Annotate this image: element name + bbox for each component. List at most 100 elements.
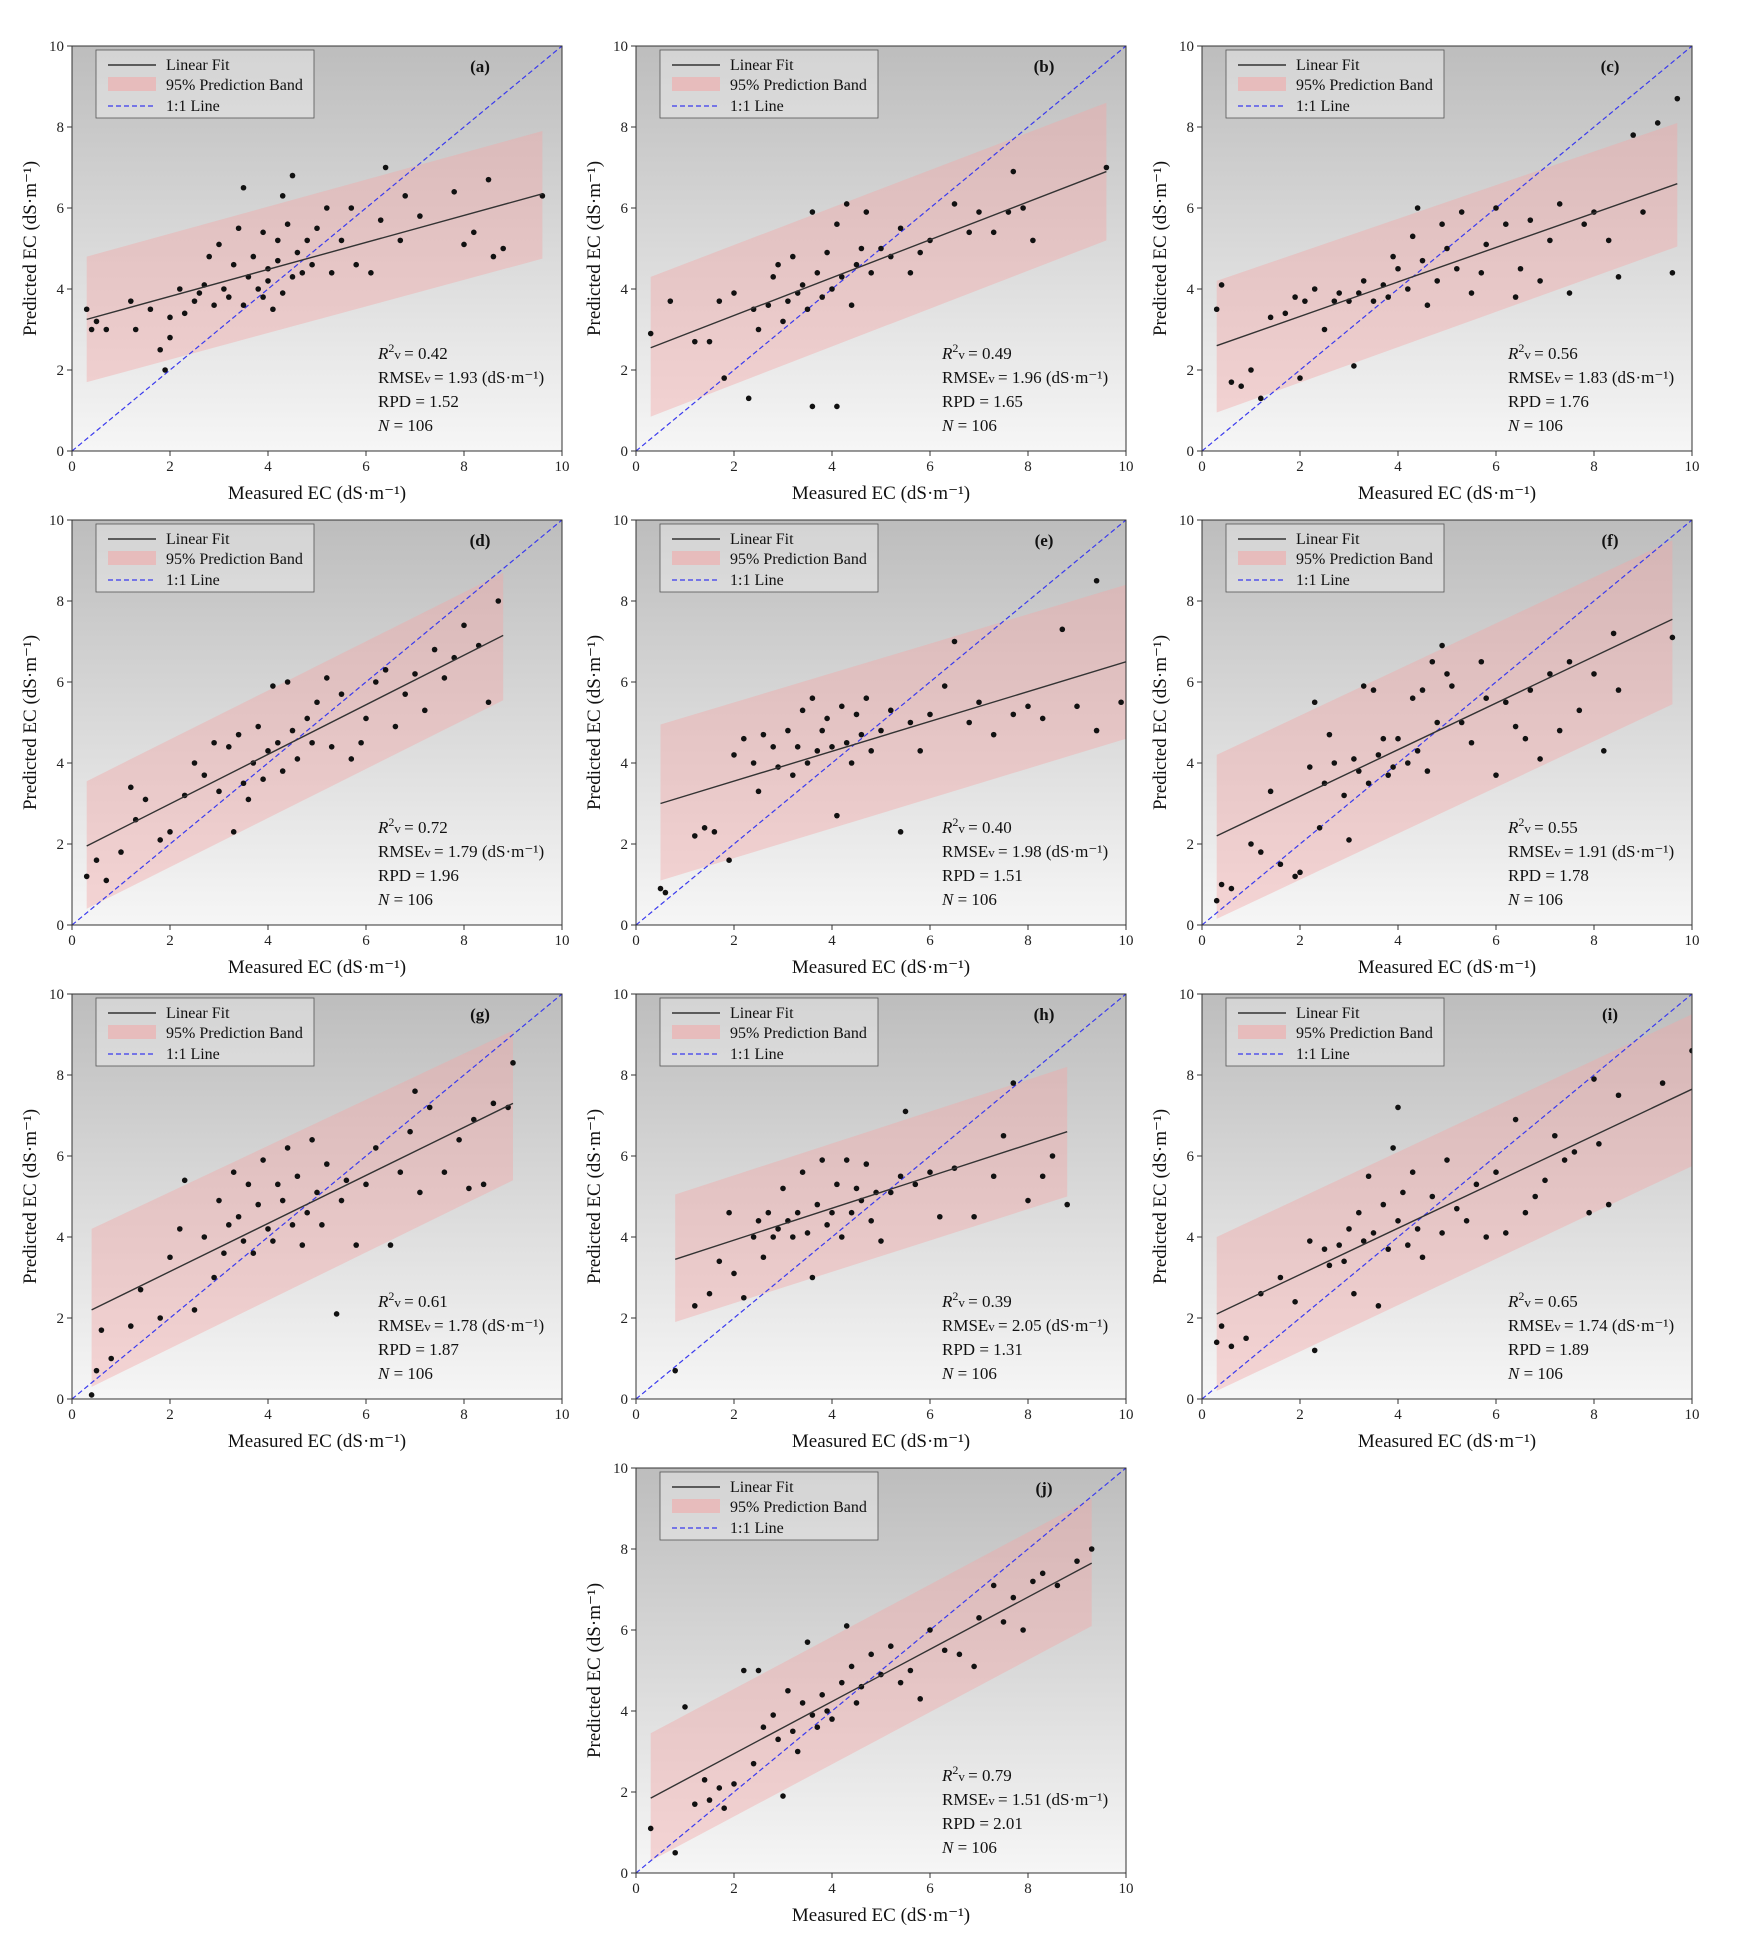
x-tick-label: 6 bbox=[1492, 933, 1500, 949]
data-point bbox=[382, 164, 389, 171]
x-tick-label: 8 bbox=[1590, 933, 1598, 949]
stat-rpd: RPD = 1.51 bbox=[942, 866, 1023, 885]
data-point bbox=[1405, 286, 1411, 292]
data-point bbox=[1630, 132, 1636, 138]
x-axis-title: Measured EC (dS·m⁻¹) bbox=[792, 483, 970, 504]
stat-rmse-value: = 1.74 (dS·m⁻¹) bbox=[1564, 1316, 1674, 1335]
data-point bbox=[672, 1849, 678, 1856]
data-point bbox=[1444, 1157, 1450, 1163]
data-point bbox=[731, 1781, 737, 1787]
data-point bbox=[500, 245, 507, 252]
stat-n: N = 106 bbox=[941, 890, 997, 909]
linear-fit-line bbox=[91, 1102, 514, 1311]
data-point bbox=[216, 241, 222, 248]
data-point bbox=[824, 715, 830, 722]
chart-panel: 0 2 4 6 8 10 0 2 4 6 8 10 Measured EC (dS·m⁻¹) Predic… bbox=[584, 1461, 1134, 1926]
x-tick-label: 4 bbox=[828, 459, 836, 475]
data-point bbox=[1267, 314, 1274, 321]
data-point bbox=[927, 1627, 933, 1633]
data-point bbox=[897, 1679, 904, 1686]
data-point bbox=[1331, 760, 1338, 766]
data-point bbox=[780, 318, 786, 325]
stat-r2: R2v = 0.61 bbox=[377, 1289, 448, 1311]
y-tick-label: 4 bbox=[57, 282, 65, 298]
data-point bbox=[319, 1222, 325, 1228]
data-point bbox=[794, 1209, 801, 1216]
data-point bbox=[868, 748, 874, 754]
data-point bbox=[510, 1060, 516, 1066]
legend-label: Linear Fit bbox=[730, 1479, 794, 1496]
data-point bbox=[377, 217, 384, 223]
stat-r2-value: = 0.65 bbox=[1534, 1292, 1578, 1311]
data-point bbox=[858, 245, 865, 252]
legend-label: 1:1 Line bbox=[166, 1046, 220, 1063]
data-point bbox=[785, 298, 791, 304]
legend-label: 1:1 Line bbox=[730, 1046, 784, 1063]
data-point bbox=[407, 1128, 413, 1135]
data-point bbox=[240, 184, 247, 191]
stat-r2: R2v = 0.40 bbox=[941, 815, 1012, 837]
stat-rmse: RMSEv = 1.79 (dS·m⁻¹) bbox=[378, 842, 544, 861]
data-point bbox=[927, 711, 933, 718]
data-point bbox=[387, 1242, 394, 1248]
data-point bbox=[741, 1667, 747, 1674]
data-point bbox=[834, 1181, 840, 1188]
stat-n: N = 106 bbox=[941, 416, 997, 435]
stat-r2-value: = 0.39 bbox=[968, 1292, 1012, 1311]
x-tick-label: 10 bbox=[1119, 459, 1134, 475]
data-point bbox=[794, 744, 801, 750]
data-point bbox=[853, 1700, 860, 1706]
data-point bbox=[843, 1623, 850, 1629]
y-tick-label: 10 bbox=[613, 513, 628, 529]
legend-label: 95% Prediction Band bbox=[730, 1499, 867, 1516]
data-point bbox=[402, 193, 409, 199]
data-point bbox=[937, 1213, 943, 1220]
legend-label: 95% Prediction Band bbox=[166, 77, 303, 94]
x-tick-label: 6 bbox=[926, 1881, 934, 1897]
panel-label: (e) bbox=[1035, 531, 1054, 550]
stat-rmse-value: = 1.96 (dS·m⁻¹) bbox=[998, 368, 1108, 387]
legend-label: Linear Fit bbox=[1296, 1005, 1360, 1022]
data-point bbox=[128, 784, 134, 791]
x-tick-label: 4 bbox=[828, 1881, 836, 1897]
data-point bbox=[951, 638, 958, 645]
data-point bbox=[829, 744, 835, 750]
x-tick-label: 4 bbox=[828, 933, 836, 949]
stat-rmse: RMSEv = 1.98 (dS·m⁻¹) bbox=[942, 842, 1108, 861]
stat-rmse-value: = 1.51 (dS·m⁻¹) bbox=[998, 1790, 1108, 1809]
data-point bbox=[177, 286, 183, 292]
chart-panel: 0 2 4 6 8 10 0 2 4 6 8 10 Measured EC (dS·m⁻¹) Predic… bbox=[1150, 987, 1700, 1452]
data-point bbox=[1674, 95, 1681, 102]
x-tick-label: 8 bbox=[1590, 1407, 1598, 1423]
x-tick-label: 0 bbox=[68, 933, 76, 949]
data-point bbox=[1429, 1193, 1436, 1200]
data-point bbox=[157, 1315, 163, 1321]
y-tick-label: 0 bbox=[57, 444, 65, 460]
data-point bbox=[1405, 1242, 1411, 1248]
data-point bbox=[328, 744, 335, 750]
data-point bbox=[814, 1724, 821, 1730]
plot-content bbox=[636, 1468, 1126, 1873]
y-axis-title: Predicted EC (dS·m⁻¹) bbox=[20, 1109, 41, 1284]
data-point bbox=[726, 1209, 732, 1216]
data-point bbox=[358, 739, 364, 746]
data-point bbox=[1439, 642, 1445, 649]
data-point bbox=[1468, 739, 1475, 746]
data-point bbox=[829, 1716, 835, 1722]
x-axis-title: Measured EC (dS·m⁻¹) bbox=[792, 1905, 970, 1926]
y-tick-label: 10 bbox=[49, 513, 64, 529]
data-point bbox=[1321, 1246, 1328, 1252]
data-point bbox=[181, 310, 188, 317]
y-tick-label: 4 bbox=[621, 1704, 629, 1720]
y-tick-label: 0 bbox=[57, 918, 65, 934]
y-axis-title: Predicted EC (dS·m⁻¹) bbox=[584, 161, 605, 336]
y-tick-label: 0 bbox=[1187, 444, 1195, 460]
data-point bbox=[1311, 699, 1318, 706]
data-point bbox=[741, 735, 747, 742]
data-point bbox=[275, 1181, 281, 1188]
data-point bbox=[294, 756, 301, 762]
data-point bbox=[848, 1663, 855, 1670]
panel-label: (b) bbox=[1034, 57, 1055, 76]
data-point bbox=[471, 1116, 477, 1123]
data-point bbox=[211, 302, 217, 309]
